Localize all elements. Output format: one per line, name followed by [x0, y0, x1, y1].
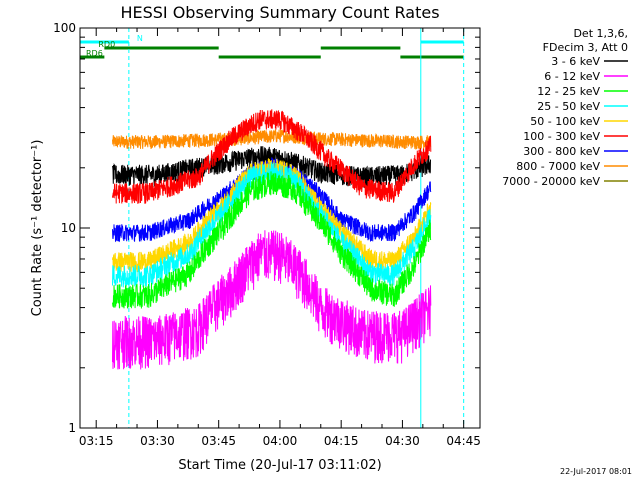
y-tick-label-100: 100	[53, 21, 76, 35]
legend: 3 - 6 keV 6 - 12 keV 12 - 25 keV 25 - 50 ke…	[502, 55, 628, 188]
series-trace-800-7000-kev	[112, 129, 432, 150]
x-tick-label-03-15: 03:15	[79, 434, 114, 448]
legend-header-line-2: FDecim 3, Att 0	[543, 41, 628, 54]
x-axis-label: Start Time (20-Jul-17 03:11:02)	[178, 458, 381, 473]
legend-label-50-100-kev: 50 - 100 keV	[530, 115, 600, 128]
series-trace-12-25-kev	[112, 171, 432, 309]
chart-title: HESSI Observing Summary Count Rates	[120, 3, 439, 22]
x-tick-label-04-30: 04:30	[385, 434, 420, 448]
legend-label-7000-20000-kev: 7000 - 20000 keV	[502, 175, 600, 188]
x-tick-label-03-45: 03:45	[201, 434, 236, 448]
state-bar-label-n: N	[137, 34, 143, 43]
y-tick-label-1: 1	[68, 421, 76, 435]
x-tick-label-04-15: 04:15	[324, 434, 359, 448]
y-axis-ticks: 1 10 100	[53, 21, 480, 435]
state-bar-label-rd0: RD0	[98, 40, 115, 49]
legend-header-line-1: Det 1,3,6,	[573, 27, 628, 40]
legend-label-3-6-kev: 3 - 6 keV	[551, 55, 600, 68]
legend-label-100-300-kev: 100 - 300 keV	[523, 130, 600, 143]
legend-label-6-12-kev: 6 - 12 keV	[544, 70, 600, 83]
legend-label-300-800-kev: 300 - 800 keV	[523, 145, 600, 158]
series-trace-100-300-kev	[112, 109, 432, 204]
legend-label-12-25-kev: 12 - 25 keV	[537, 85, 600, 98]
state-bar-label-rd6: RD6	[86, 49, 103, 58]
x-tick-label-04-00: 04:00	[263, 434, 298, 448]
date-stamp: 22-Jul-2017 08:01	[560, 467, 632, 476]
series-trace-25-50-kev	[112, 161, 432, 288]
series-trace-6-12-kev	[112, 230, 432, 370]
series-plot-area	[112, 109, 432, 370]
legend-label-800-7000-kev: 800 - 7000 keV	[516, 160, 600, 173]
x-tick-label-04-45: 04:45	[446, 434, 481, 448]
y-axis-label: Count Rate (s⁻¹ detector⁻¹)	[30, 140, 45, 317]
x-axis-ticks: 03:15 03:30 03:45 04:00 04:15 04:30 04:45	[79, 28, 481, 448]
x-tick-label-03-30: 03:30	[140, 434, 175, 448]
legend-label-25-50-kev: 25 - 50 keV	[537, 100, 600, 113]
y-tick-label-10: 10	[61, 221, 76, 235]
